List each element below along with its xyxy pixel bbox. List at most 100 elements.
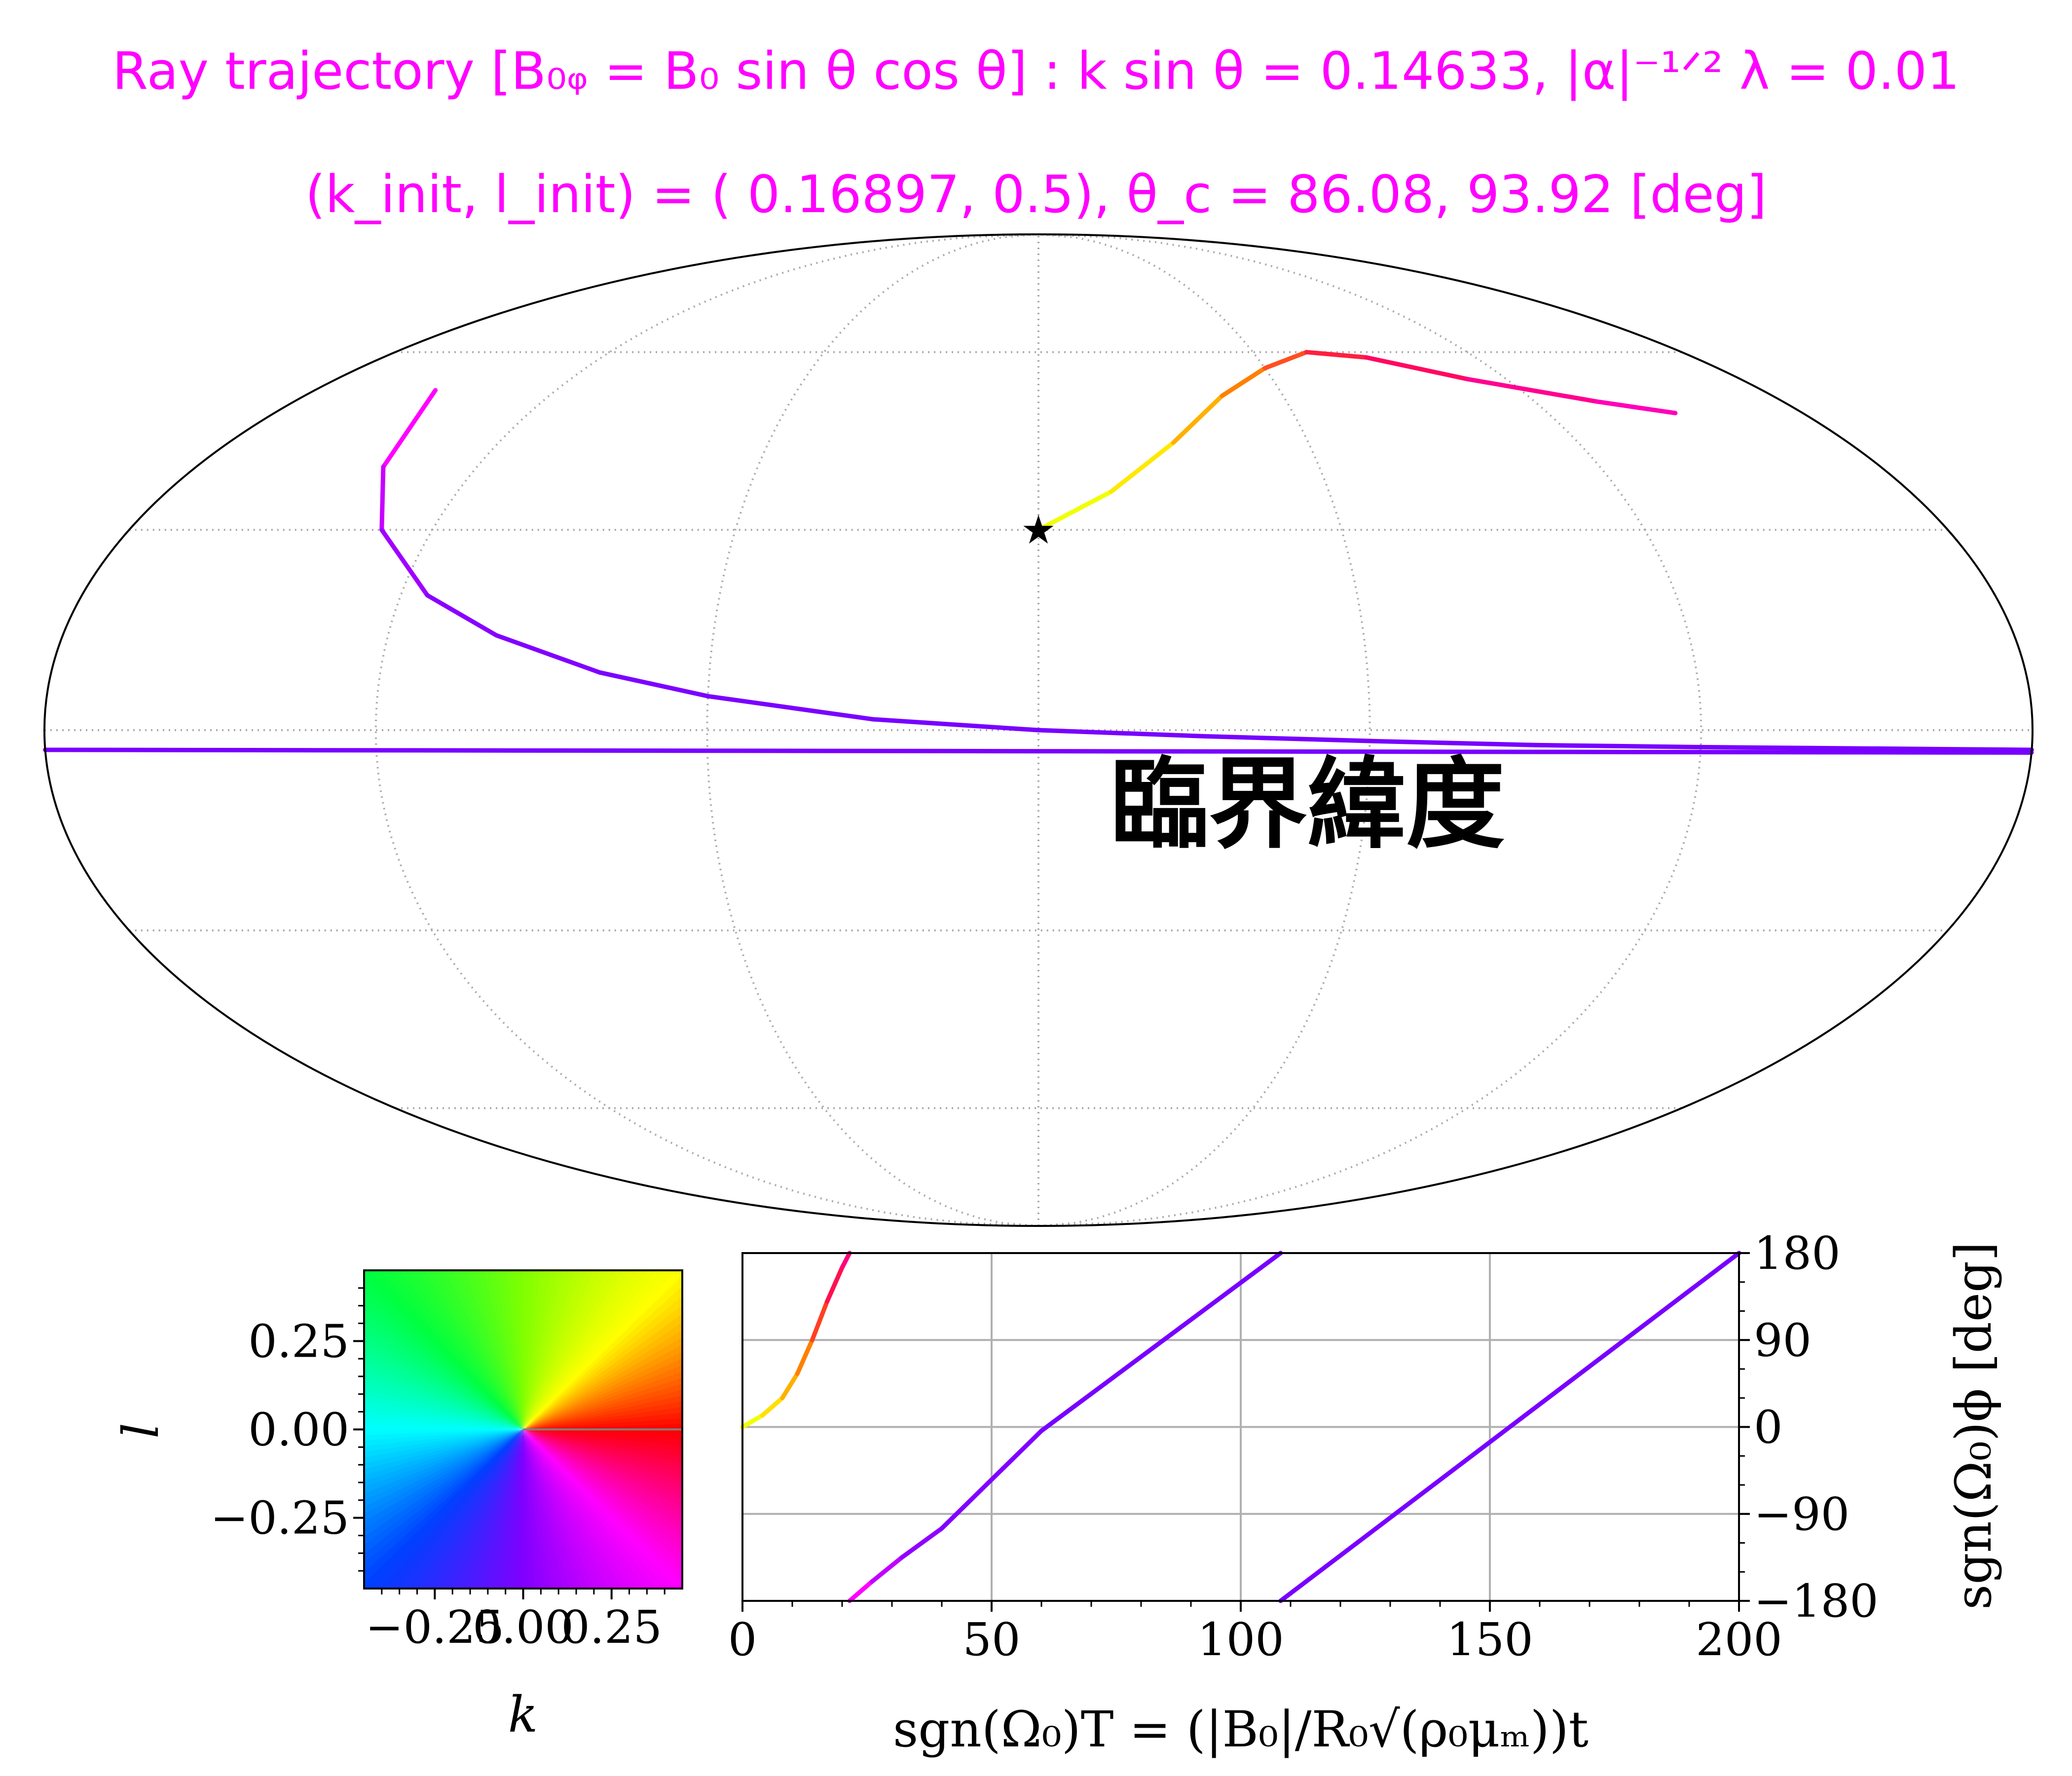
colorwheel-sector [523, 1270, 657, 1430]
y-tick-label: −0.25 [210, 1492, 349, 1545]
colorwheel-sector [512, 1429, 523, 1589]
colorwheel-sector [522, 1270, 529, 1430]
colorwheel-sector [445, 1429, 523, 1589]
colorwheel-sector [370, 1429, 523, 1589]
colorwheel-sector [364, 1407, 523, 1430]
x-tick-label: 0.25 [561, 1601, 662, 1654]
phi-segment [870, 1555, 904, 1584]
trajectory-segment [1171, 393, 1224, 445]
colorwheel-sector [364, 1337, 523, 1430]
colorwheel-sector [523, 1270, 575, 1430]
trajectory-segment [1368, 739, 1538, 747]
trajectory-segment [379, 464, 386, 532]
phi-segment [810, 1299, 830, 1342]
phi-vs-time-plot: 0 50 100 150 200 180 90 0 −90 −180 sgn(Ω₀)T = (|B… [728, 1227, 2002, 1758]
colorwheel-sector [364, 1424, 523, 1431]
colorwheel-sector [523, 1270, 546, 1430]
trajectory-segment [425, 593, 499, 638]
colorwheel-sector [364, 1276, 523, 1430]
x-tick-label: 150 [1446, 1613, 1533, 1666]
ray-trajectory [43, 350, 2034, 755]
critical-latitude-label: 臨界緯度 [1110, 746, 1505, 862]
colorwheel-sector [483, 1429, 523, 1589]
phi-segment [795, 1337, 814, 1376]
x-tick-label: 200 [1696, 1613, 1782, 1666]
colorwheel-sector [523, 1429, 682, 1494]
phi-segment [740, 1413, 765, 1429]
phi-segment [899, 1526, 944, 1560]
colorwheel-sector [523, 1429, 682, 1554]
trajectory-segment [494, 633, 602, 675]
phi-segment [1278, 1251, 1741, 1603]
map-outline [43, 233, 2034, 1227]
colorwheel-sector [523, 1429, 682, 1441]
colorwheel-sector [364, 1305, 523, 1430]
meridian-line [706, 233, 1039, 1227]
chart-title: Ray trajectory [B₀ᵩ = B₀ sin θ cos θ] : … [112, 41, 1960, 101]
colorwheel-sector [523, 1429, 682, 1446]
colorwheel-xlabel: k [508, 1686, 538, 1743]
colorwheel-sector [501, 1429, 523, 1589]
x-tick-label: 0.00 [473, 1601, 574, 1654]
colorwheel-sector [523, 1270, 540, 1430]
trajectory-segment [1109, 440, 1176, 494]
colorwheel-sector [415, 1429, 523, 1589]
trajectory-segment [539, 748, 1041, 754]
colorwheel-sector [523, 1429, 682, 1458]
colorwheel-sector [523, 1429, 682, 1563]
colorwheel-sector [523, 1270, 581, 1430]
phi-segment [847, 1579, 875, 1603]
colorwheel-sector [431, 1429, 523, 1589]
y-tick-label: 0 [1754, 1401, 1783, 1454]
timeseries-xlabel: sgn(Ω₀)T = (|B₀|/R₀√(ρ₀μₘ))t [893, 1701, 1589, 1758]
meridian-line [374, 233, 1039, 1227]
colorwheel-sector [364, 1345, 523, 1430]
colorwheel-sector [364, 1418, 523, 1430]
colorwheel-sector [523, 1270, 648, 1430]
colorwheel-sector [399, 1429, 523, 1589]
colorwheel-sector [364, 1429, 523, 1589]
colorwheel-sector [523, 1270, 535, 1430]
phi-segment [780, 1371, 800, 1401]
timeseries-ticks: 0 50 100 150 200 180 90 0 −90 −180 [728, 1227, 1879, 1666]
y-tick-label: 0.00 [248, 1404, 349, 1456]
colorwheel-image [364, 1270, 682, 1589]
trajectory-segment [1262, 350, 1309, 370]
colorwheel-sector [471, 1429, 523, 1589]
trajectory-segment [1220, 366, 1267, 398]
colorwheel-sector [364, 1295, 523, 1430]
colorwheel-sector [364, 1270, 523, 1430]
colorwheel-sector [523, 1270, 552, 1430]
colorwheel-sector [506, 1429, 523, 1589]
chart-subtitle: (k_init, l_init) = ( 0.16897, 0.5), θ_c … [305, 164, 1767, 224]
colorwheel-sector [523, 1429, 682, 1589]
phi-segment [825, 1265, 845, 1304]
x-tick-label: 0 [728, 1613, 757, 1666]
trajectory-segment [1699, 744, 1869, 751]
colorwheel-sector [523, 1429, 682, 1507]
trajectory-segment [1465, 376, 1599, 404]
y-tick-label: −180 [1754, 1575, 1879, 1628]
colorwheel-sector [523, 1270, 615, 1430]
colorwheel-sector [523, 1429, 682, 1529]
colorwheel-sector [364, 1286, 523, 1430]
phi-segment [939, 1428, 1044, 1531]
trajectory-segment [1036, 489, 1113, 532]
colorwheel-sector [364, 1377, 523, 1430]
x-tick-label: 50 [962, 1613, 1020, 1666]
colorwheel-sector [523, 1417, 682, 1430]
colorwheel-sector [364, 1330, 523, 1430]
phi-segment [1039, 1251, 1283, 1433]
colorwheel-sector [523, 1270, 666, 1430]
colorwheel-ticks: −0.250.000.250.250.00−0.25 [210, 1287, 666, 1654]
trajectory-segment [1304, 350, 1369, 360]
trajectory-segment [1533, 742, 1703, 749]
trajectory-segment [1202, 734, 1372, 743]
trajectory-segment [1036, 728, 1207, 739]
trajectory-segment [870, 717, 1041, 733]
y-tick-label: 0.25 [248, 1315, 349, 1368]
trajectory-segment [1594, 399, 1678, 415]
mollweide-map: ★ 臨界緯度 [43, 233, 2034, 1227]
trajectory-segment [1864, 746, 2034, 752]
